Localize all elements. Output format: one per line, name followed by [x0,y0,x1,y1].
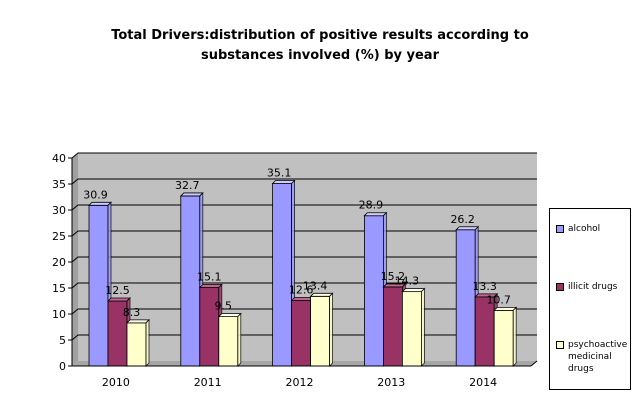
y-tick-label: 20 [52,256,66,269]
data-label-psychoactive-medicinal-drugs-2014: 10.7 [486,293,511,306]
bar-psychoactive-medicinal-drugs-2011 [217,312,242,367]
data-label-alcohol-2013: 28.9 [359,199,384,212]
x-tick-label: 2010 [102,376,130,389]
data-label-psychoactive-medicinal-drugs-2010: 8.3 [123,306,141,319]
bar-psychoactive-medicinal-drugs-2012 [309,292,334,367]
y-tick-label: 35 [52,178,66,191]
x-tick-label: 2014 [469,376,497,389]
x-tick-label: 2012 [286,376,314,389]
y-tick-label: 5 [59,334,66,347]
y-tick-label: 10 [52,308,66,321]
data-label-alcohol-2011: 32.7 [175,179,200,192]
bar-psychoactive-medicinal-drugs-2010 [126,318,150,367]
legend-label-psychoactive-medicinal-drugs: psychoactive medicinal drugs [568,340,628,374]
data-label-illicit-drugs-2011: 15.1 [197,270,222,283]
legend-label-alcohol: alcohol [568,224,601,234]
y-tick-label: 15 [52,282,66,295]
chart-title-line-2: substances involved (%) by year [201,48,439,63]
data-label-alcohol-2010: 30.9 [83,188,108,201]
data-label-illicit-drugs-2014: 13.3 [472,280,497,293]
data-label-illicit-drugs-2013: 15.2 [381,270,406,283]
data-label-illicit-drugs-2012: 12.6 [289,283,314,296]
axes: 0 5 10 15 20 25 30 35 40 2010 2011 2012 2013 2014 [52,152,538,389]
bar-psychoactive-medicinal-drugs-2014 [493,306,518,367]
grid-line [71,152,537,159]
legend-swatch-alcohol [556,225,564,233]
grid-line [71,178,537,185]
grid-line [71,204,537,211]
x-tick-label: 2011 [194,376,222,389]
legend: alcohol illicit drugs psychoactive medic… [549,208,631,390]
y-tick-label: 40 [52,152,66,165]
legend-item-alcohol: alcohol [556,223,632,235]
legend-label-illicit-drugs: illicit drugs [568,282,618,292]
y-tick-label: 25 [52,230,66,243]
y-tick-label: 30 [52,204,66,217]
chart-title-line-1: Total Drivers:distribution of positive r… [111,28,529,43]
legend-swatch-illicit-drugs [556,283,564,291]
data-label-psychoactive-medicinal-drugs-2011: 9.5 [215,300,233,313]
legend-swatch-psychoactive-medicinal-drugs [556,341,564,349]
data-label-alcohol-2012: 35.1 [267,166,292,179]
legend-item-psychoactive-medicinal-drugs: psychoactive medicinal drugs [556,339,632,375]
data-label-alcohol-2014: 26.2 [450,213,475,226]
data-labels: 30.9 12.5 8.3 32.7 15.1 9.5 35.1 12.613.4 28.9 15… [83,166,511,318]
data-label-illicit-drugs-2010: 12.5 [105,284,130,297]
legend-item-illicit-drugs: illicit drugs [556,281,632,293]
bar-psychoactive-medicinal-drugs-2013 [401,287,426,367]
y-tick-label: 0 [59,360,66,373]
floor-edge [530,360,538,367]
data-label-psychoactive-medicinal-drugs-2013: 14.3 [395,275,420,288]
x-tick-label: 2013 [377,376,405,389]
data-label-psychoactive-medicinal-drugs-2012: 13.4 [303,279,328,292]
